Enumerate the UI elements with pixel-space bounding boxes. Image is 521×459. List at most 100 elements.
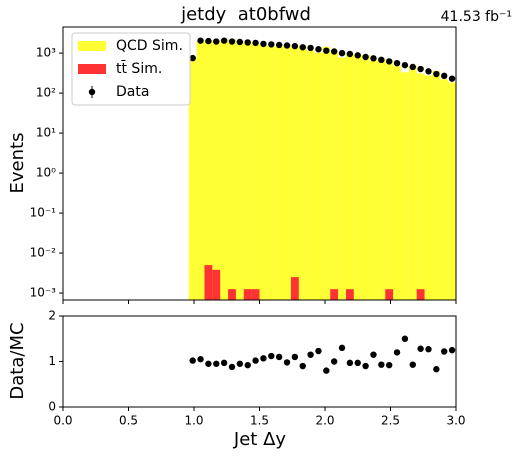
data-point bbox=[370, 55, 377, 62]
x-tick-label: 1.0 bbox=[184, 414, 203, 428]
ratio-point bbox=[291, 353, 299, 361]
histogram-bar bbox=[228, 39, 236, 300]
data-point bbox=[236, 38, 244, 46]
histogram-bar bbox=[408, 65, 417, 301]
data-point bbox=[425, 68, 432, 75]
data-point bbox=[448, 75, 456, 82]
ratio-point bbox=[213, 360, 220, 367]
data-point bbox=[362, 53, 369, 61]
histogram-bar bbox=[290, 277, 299, 300]
x-tick-label: 0.5 bbox=[119, 414, 138, 428]
histogram-bar bbox=[188, 58, 197, 300]
ratio-point bbox=[448, 346, 456, 354]
ratio-point bbox=[197, 356, 204, 363]
data-point bbox=[441, 72, 448, 80]
data-point bbox=[330, 48, 338, 55]
histogram-bar bbox=[306, 50, 315, 300]
histogram-bar bbox=[290, 47, 299, 301]
histogram-bar bbox=[220, 40, 229, 300]
data-point bbox=[338, 49, 346, 57]
y-tick-label: 10⁻³ bbox=[30, 286, 57, 300]
x-tick-label: 0.0 bbox=[53, 414, 72, 428]
y-tick-label: 10¹ bbox=[36, 126, 56, 140]
data-point bbox=[433, 70, 440, 78]
histogram-bar bbox=[393, 66, 401, 300]
histogram-bar bbox=[377, 58, 386, 300]
data-point bbox=[252, 39, 259, 47]
y-tick-label: 10³ bbox=[36, 46, 56, 60]
x-tick-label: 3.0 bbox=[446, 414, 465, 428]
data-point bbox=[354, 52, 361, 59]
ratio-point bbox=[268, 352, 275, 360]
ratio-point bbox=[385, 361, 393, 369]
ratio-point bbox=[441, 348, 448, 355]
data-point bbox=[323, 47, 330, 54]
legend-label: tt̄ Sim. bbox=[116, 59, 162, 77]
ratio-point bbox=[228, 363, 236, 371]
ratio-point bbox=[315, 347, 322, 355]
histogram-bar bbox=[212, 269, 221, 300]
histogram-bar bbox=[424, 75, 433, 301]
x-axis-label: Jet Δy bbox=[233, 429, 286, 450]
legend-swatch bbox=[78, 64, 106, 74]
ratio-point bbox=[299, 362, 306, 370]
histogram-bar bbox=[314, 52, 323, 300]
histogram-bar bbox=[345, 289, 354, 300]
data-point bbox=[213, 38, 220, 45]
data-point bbox=[197, 37, 204, 44]
histogram-bar bbox=[243, 41, 252, 301]
ratio-point bbox=[220, 359, 228, 367]
ratio-point bbox=[236, 360, 244, 367]
histogram-bar bbox=[243, 289, 252, 300]
data-point bbox=[378, 56, 385, 64]
data-point bbox=[244, 39, 251, 46]
data-point bbox=[291, 42, 299, 50]
data-point bbox=[228, 38, 236, 45]
ratio-point bbox=[393, 349, 401, 356]
ratio-point bbox=[433, 366, 440, 373]
data-point bbox=[393, 59, 401, 67]
data-point bbox=[417, 65, 424, 73]
y-tick-label: 1 bbox=[48, 354, 56, 368]
y-tick-label: 10⁻¹ bbox=[30, 206, 57, 220]
ratio-point bbox=[409, 361, 416, 368]
histogram-bar bbox=[259, 44, 268, 301]
histogram-bar bbox=[251, 289, 260, 300]
histogram-bar bbox=[400, 72, 409, 300]
ratio-point bbox=[378, 361, 385, 368]
y-axis-label: Events bbox=[7, 133, 28, 194]
ratio-point bbox=[338, 344, 346, 352]
y-tick-label: 10⁰ bbox=[36, 166, 56, 180]
ratio-point bbox=[283, 359, 291, 366]
ratio-y-axis-label: Data/MC bbox=[7, 322, 28, 399]
legend-swatch bbox=[78, 41, 106, 51]
histogram-bar bbox=[298, 45, 307, 301]
ratio-point bbox=[323, 367, 330, 374]
histogram-bar bbox=[235, 41, 244, 301]
ratio-point bbox=[401, 335, 409, 342]
histogram-bar bbox=[204, 265, 213, 300]
histogram-bar bbox=[385, 289, 394, 300]
y-tick-label: 2 bbox=[48, 309, 56, 323]
histogram-bar bbox=[448, 82, 456, 300]
ratio-point bbox=[330, 358, 338, 365]
data-point bbox=[299, 44, 306, 51]
ratio-point bbox=[307, 351, 314, 358]
ratio-point bbox=[346, 359, 354, 367]
histogram-bar bbox=[440, 79, 449, 300]
histogram-bar bbox=[361, 55, 370, 300]
y-tick-label: 0 bbox=[48, 400, 56, 414]
data-point bbox=[409, 63, 416, 71]
data-point bbox=[268, 41, 275, 48]
ratio-point bbox=[275, 353, 283, 361]
data-point bbox=[275, 41, 283, 49]
data-point bbox=[260, 40, 267, 48]
ratio-point bbox=[417, 345, 424, 352]
histogram-bar bbox=[283, 45, 291, 300]
chart-title: jetdy at0bfwd bbox=[180, 4, 311, 25]
data-point bbox=[315, 46, 322, 53]
ratio-point bbox=[189, 357, 196, 364]
data-point bbox=[385, 58, 393, 65]
histogram-bar bbox=[369, 60, 378, 300]
